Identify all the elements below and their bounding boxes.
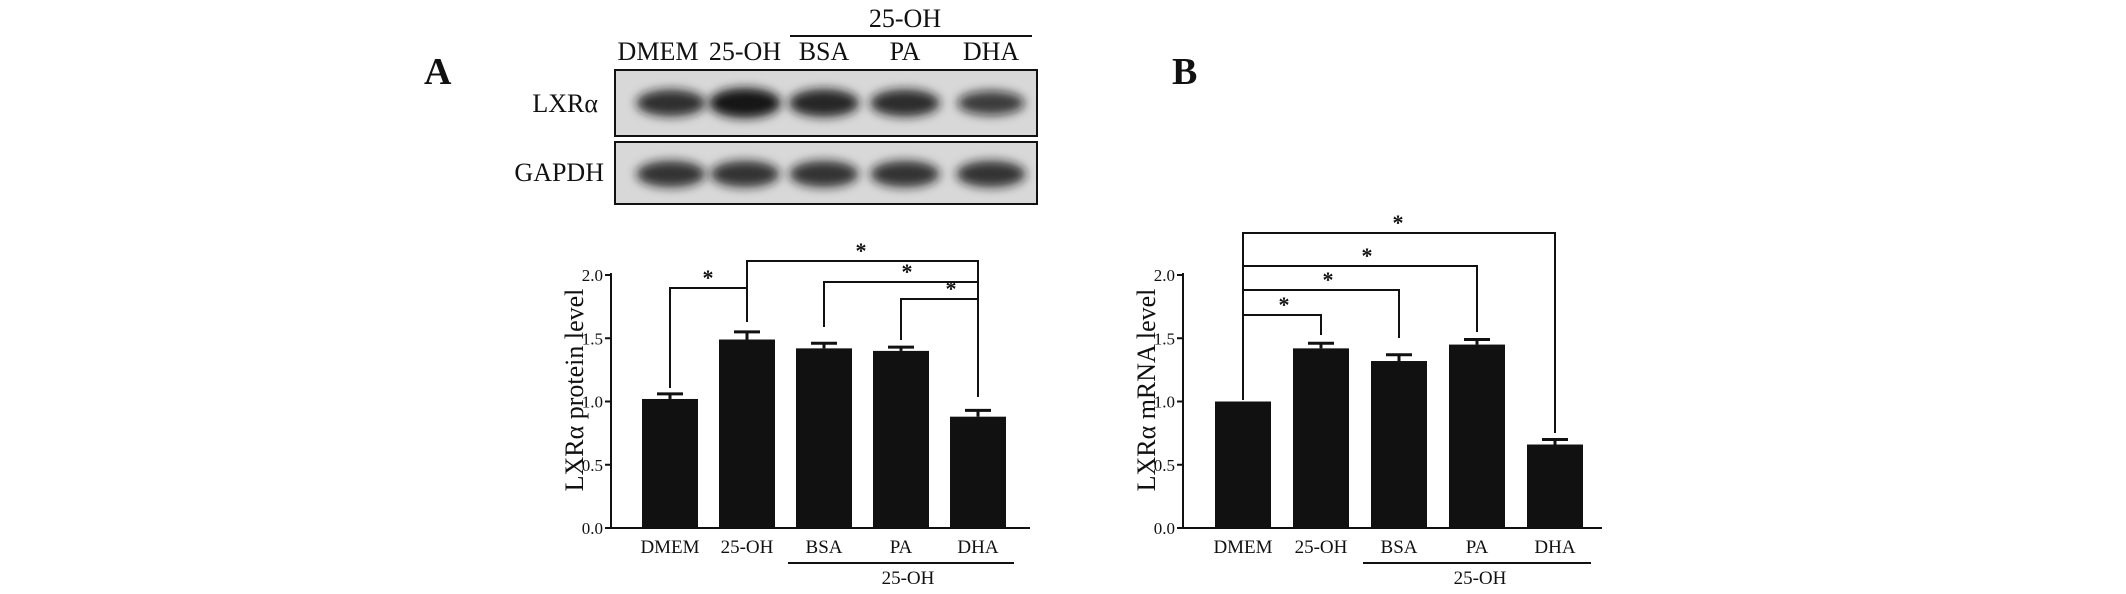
blot-band [636, 89, 706, 117]
bar [1293, 348, 1349, 528]
y-tick-label: 2.0 [1154, 266, 1175, 285]
bar [1527, 444, 1583, 528]
bar [1371, 361, 1427, 528]
bar [1215, 401, 1271, 528]
blot-lane-labels: DMEM 25-OH BSA PA DHA [618, 37, 1020, 66]
x-tick-label: BSA [806, 537, 843, 558]
chart-b-group-label: 25-OH [1454, 568, 1507, 589]
blot-row-label-lxra: LXRα [532, 89, 598, 118]
significance-bracket [1242, 265, 1478, 400]
bar [642, 398, 698, 528]
blot-band [709, 88, 781, 118]
y-tick-label: 0.0 [582, 519, 603, 538]
significance-star: * [902, 259, 913, 284]
bar [873, 350, 929, 528]
x-tick-label: BSA [1381, 537, 1418, 558]
blot-band [788, 89, 860, 117]
bar [719, 339, 775, 528]
blot-band [956, 160, 1026, 188]
y-tick-label: 0.5 [582, 456, 603, 475]
significance-star: * [1323, 267, 1334, 292]
y-tick-label: 2.0 [582, 266, 603, 285]
x-tick-label: PA [1466, 537, 1489, 558]
panel-b-letter: B [1172, 51, 1197, 93]
significance-star: * [856, 238, 867, 263]
blot-lane-label: PA [890, 37, 921, 66]
blot-row-label-gapdh: GAPDH [514, 158, 604, 187]
bar [796, 348, 852, 528]
significance-star: * [703, 265, 714, 290]
y-tick-label: 1.5 [1154, 329, 1175, 348]
blot-band [789, 160, 859, 188]
blot-group-label: 25-OH [869, 4, 941, 33]
x-tick-label: PA [890, 537, 913, 558]
blot-lane-label: 25-OH [709, 37, 781, 66]
y-tick-label: 0.5 [1154, 456, 1175, 475]
significance-star: * [946, 276, 957, 301]
blot-band [870, 89, 940, 117]
x-tick-label: DMEM [640, 537, 699, 558]
chart-a-ylabel: LXRα protein level [560, 289, 589, 492]
significance-star: * [1362, 243, 1373, 268]
blot-band [636, 160, 706, 188]
blot-band [710, 160, 780, 188]
blot-band [870, 160, 940, 188]
x-tick-label: DHA [1534, 537, 1575, 558]
x-tick-label: 25-OH [721, 537, 774, 558]
blot-lane-label: DMEM [618, 37, 699, 66]
y-tick-label: 1.0 [582, 393, 603, 412]
chart-b: 0.0 0.5 1.0 1.5 2.0 DMEM 25-OH BSA PA DHA * * * * [1154, 210, 1602, 564]
bar [950, 416, 1006, 528]
x-tick-label: DMEM [1213, 537, 1272, 558]
chart-b-ylabel: LXRα mRNA level [1132, 289, 1161, 492]
significance-star: * [1279, 292, 1290, 317]
blot-lane-label: DHA [963, 37, 1020, 66]
chart-a: 0.0 0.5 1.0 1.5 2.0 DMEM 25-OH BSA PA DHA * * * * [582, 238, 1030, 564]
chart-a-group-label: 25-OH [882, 568, 935, 589]
blot-bands-gapdh [636, 160, 1026, 188]
significance-bracket [1242, 232, 1556, 433]
bar [1449, 344, 1505, 528]
blot-lane-label: BSA [799, 37, 850, 66]
panel-a-letter: A [424, 51, 452, 93]
x-tick-label: DHA [957, 537, 998, 558]
significance-bracket [900, 298, 979, 397]
x-tick-label: 25-OH [1295, 537, 1348, 558]
y-tick-label: 0.0 [1154, 519, 1175, 538]
y-tick-label: 1.5 [582, 329, 603, 348]
blot-band [957, 90, 1025, 116]
significance-star: * [1393, 210, 1404, 235]
blot-bands-lxra [636, 88, 1025, 118]
y-tick-label: 1.0 [1154, 393, 1175, 412]
